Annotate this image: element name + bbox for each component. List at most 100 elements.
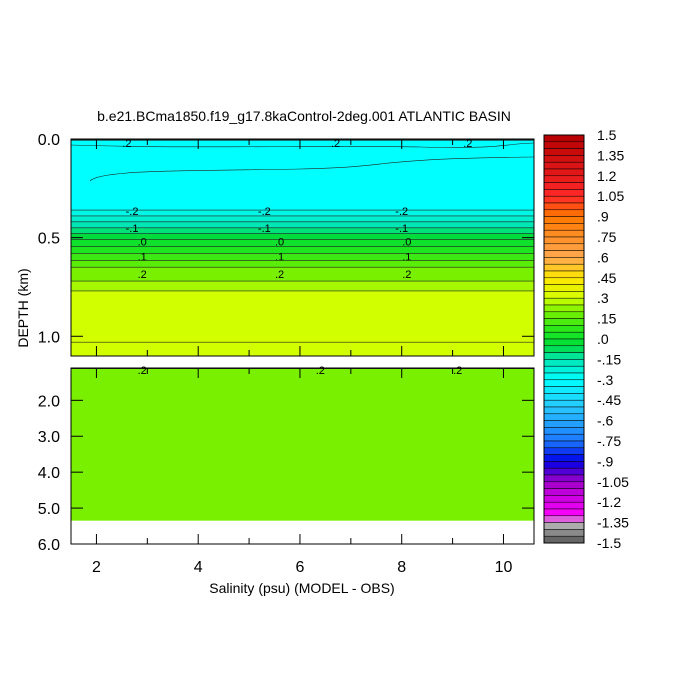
colorbar-box-4 bbox=[543, 161, 585, 170]
colorbar-box-50 bbox=[543, 474, 585, 483]
colorbar-box-12 bbox=[543, 216, 585, 224]
contour-label-7: -.1 bbox=[258, 223, 271, 235]
contour-label-20: .2 bbox=[453, 365, 462, 377]
colorbar-box-25 bbox=[543, 304, 585, 313]
colorbar-box-47 bbox=[543, 454, 585, 462]
colorbar-label-12: -.3 bbox=[597, 372, 614, 388]
colorbar-box-48 bbox=[543, 461, 585, 469]
contour-label-1: .2 bbox=[331, 138, 340, 150]
contour-label-9: .0 bbox=[138, 237, 147, 249]
colorbar-box-0 bbox=[543, 134, 585, 143]
colorbar-box-35 bbox=[543, 372, 585, 381]
upper-panel-frame bbox=[70, 138, 535, 357]
colorbar-label-3: 1.05 bbox=[597, 188, 624, 204]
colorbar-box-41 bbox=[543, 413, 585, 421]
colorbar-label-8: .3 bbox=[597, 290, 609, 306]
colorbar-box-52 bbox=[543, 488, 585, 496]
contour-label-17: .2 bbox=[402, 269, 411, 281]
chart-title: b.e21.BCma1850.f19_g17.8kaControl-2deg.0… bbox=[97, 108, 511, 124]
x-tick-label-3: 8 bbox=[397, 559, 406, 576]
contour-label-2: .2 bbox=[463, 138, 472, 150]
colorbar-box-11 bbox=[543, 209, 585, 217]
y-axis-label: DEPTH (km) bbox=[15, 268, 31, 347]
colorbar-box-46 bbox=[543, 447, 585, 455]
colorbar-label-18: -1.2 bbox=[597, 494, 621, 510]
contour-line-mid bbox=[89, 156, 535, 182]
colorbar-box-45 bbox=[543, 440, 585, 449]
contour-label-3: -.2 bbox=[126, 206, 139, 218]
contour-label-10: .0 bbox=[275, 237, 284, 249]
x-tick-label-2: 6 bbox=[296, 559, 305, 576]
colorbar-box-23 bbox=[543, 291, 585, 299]
colorbar-box-22 bbox=[543, 284, 585, 292]
colorbar-box-34 bbox=[543, 365, 585, 374]
colorbar-box-57 bbox=[543, 522, 585, 530]
colorbar-label-16: -.9 bbox=[597, 453, 614, 469]
colorbar-box-59 bbox=[543, 535, 585, 544]
contour-label-19: .2 bbox=[316, 365, 325, 377]
colorbar-box-6 bbox=[543, 175, 585, 183]
colorbar-box-56 bbox=[543, 515, 585, 523]
colorbar-box-10 bbox=[543, 202, 585, 211]
value-band-2 bbox=[71, 215, 534, 222]
colorbar-label-17: -1.05 bbox=[597, 474, 629, 490]
colorbar-label-0: 1.5 bbox=[597, 127, 617, 143]
colorbar-box-53 bbox=[543, 495, 585, 503]
contour-line-shallow bbox=[70, 142, 535, 148]
value-band-0 bbox=[71, 139, 534, 211]
lower-y-tick-label-0: 2.0 bbox=[38, 393, 60, 410]
lower-y-tick-label-1: 3.0 bbox=[38, 429, 60, 446]
lower-y-tick-label-3: 5.0 bbox=[38, 501, 60, 518]
colorbar-box-19 bbox=[543, 263, 585, 272]
colorbar-box-39 bbox=[543, 399, 585, 408]
colorbar-label-9: .15 bbox=[597, 311, 617, 327]
colorbar-label-15: -.75 bbox=[597, 433, 621, 449]
colorbar-box-37 bbox=[543, 386, 585, 394]
lower-y-tick-label-4: 6.0 bbox=[38, 537, 60, 554]
colorbar-box-14 bbox=[543, 229, 585, 238]
contour-label-0: .2 bbox=[122, 138, 131, 150]
colorbar-label-2: 1.2 bbox=[597, 168, 617, 184]
upper-panel: .2 .2 .2 -.2 -.2 -.2 -.1 -.1 -.1 .0 .0 .0 .1 .1 .1 .2 .2… bbox=[38, 132, 535, 357]
colorbar-box-27 bbox=[543, 318, 585, 326]
contour-label-11: .0 bbox=[402, 237, 411, 249]
colorbar-box-31 bbox=[543, 345, 585, 353]
value-band-5 bbox=[71, 233, 534, 240]
colorbar-box-20 bbox=[543, 270, 585, 279]
upper-y-tick-label-0: 0.0 bbox=[38, 132, 60, 149]
colorbar-box-28 bbox=[543, 325, 585, 333]
colorbar-box-36 bbox=[543, 379, 585, 387]
colorbar-box-5 bbox=[543, 168, 585, 177]
colorbar-box-32 bbox=[543, 352, 585, 360]
lower-y-tick-label-2: 4.0 bbox=[38, 465, 60, 482]
colorbar-box-17 bbox=[543, 250, 585, 258]
contour-label-6: -.1 bbox=[126, 223, 139, 235]
colorbar-label-5: .75 bbox=[597, 229, 617, 245]
colorbar-box-26 bbox=[543, 311, 585, 319]
colorbar-box-18 bbox=[543, 257, 585, 265]
x-axis: 2 4 6 8 10 bbox=[92, 139, 512, 576]
colorbar-box-1 bbox=[543, 141, 585, 149]
colorbar-label-20: -1.5 bbox=[597, 535, 621, 551]
contour-label-18: .2 bbox=[138, 365, 147, 377]
colorbar-box-38 bbox=[543, 393, 585, 401]
lower-panel-frame bbox=[70, 367, 535, 545]
upper-y-tick-label-1: 0.5 bbox=[38, 231, 60, 248]
contour-label-5: -.2 bbox=[395, 206, 408, 218]
contour-label-14: .1 bbox=[402, 251, 411, 263]
colorbar-label-11: -.15 bbox=[597, 351, 621, 367]
colorbar-box-13 bbox=[543, 223, 585, 231]
colorbar-label-4: .9 bbox=[597, 209, 609, 225]
colorbar-box-44 bbox=[543, 433, 585, 442]
value-band-7 bbox=[71, 246, 534, 254]
colorbar-box-7 bbox=[543, 182, 585, 190]
colorbar-label-7: .45 bbox=[597, 270, 617, 286]
value-band-4 bbox=[71, 227, 534, 234]
value-band-12 bbox=[71, 290, 534, 356]
colorbar-label-13: -.45 bbox=[597, 392, 621, 408]
colorbar-box-55 bbox=[543, 508, 585, 517]
contour-label-12: .1 bbox=[138, 251, 147, 263]
colorbar-box-8 bbox=[543, 189, 585, 197]
value-band-8 bbox=[71, 253, 534, 261]
